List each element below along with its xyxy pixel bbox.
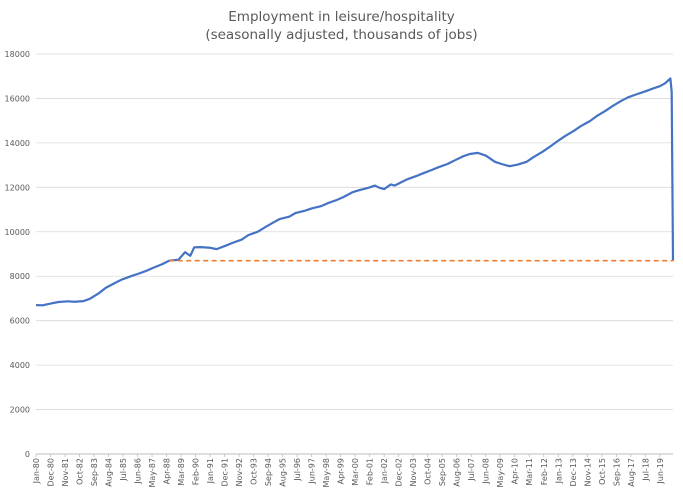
x-tick-label: May-09 <box>496 458 505 487</box>
x-tick-label: Sep-16 <box>612 458 621 486</box>
y-tick-label: 8000 <box>10 272 30 281</box>
x-tick-label: Nov-92 <box>235 458 244 486</box>
x-tick-label: Jun-19 <box>656 458 665 485</box>
y-tick-label: 2000 <box>10 406 30 415</box>
x-tick-label: Sep-05 <box>438 458 447 486</box>
x-tick-label: Jan-91 <box>206 458 215 484</box>
x-tick-label: Jun-86 <box>134 458 143 485</box>
x-tick-label: Mar-89 <box>177 458 186 486</box>
y-tick-label: 6000 <box>10 317 30 326</box>
x-tick-label: Jul-96 <box>293 458 302 482</box>
x-tick-label: Nov-14 <box>583 458 592 486</box>
x-tick-label: Feb-12 <box>540 458 549 485</box>
y-tick-label: 4000 <box>10 361 30 370</box>
x-tick-label: Jun-97 <box>308 458 317 485</box>
x-tick-label: Nov-81 <box>61 458 70 486</box>
x-tick-label: Oct-04 <box>424 458 433 485</box>
x-tick-label: Aug-06 <box>453 458 462 487</box>
x-tick-label: Oct-82 <box>76 458 85 485</box>
x-tick-label: Apr-99 <box>337 458 346 484</box>
y-tick-label: 0 <box>25 450 30 459</box>
x-tick-label: Apr-10 <box>511 458 520 484</box>
y-tick-label: 10000 <box>5 228 30 237</box>
x-tick-label: Dec-13 <box>569 458 578 487</box>
x-tick-label: Jul-07 <box>467 458 476 482</box>
x-tick-label: Jan-13 <box>554 458 563 484</box>
x-tick-label: Mar-11 <box>525 458 534 486</box>
x-tick-label: Jul-85 <box>119 458 128 482</box>
x-tick-label: Oct-93 <box>250 458 259 485</box>
x-tick-label: Dec-02 <box>395 458 404 487</box>
x-tick-label: Oct-15 <box>598 458 607 485</box>
x-tick-label: Nov-03 <box>409 458 418 486</box>
x-tick-label: Jan-80 <box>32 458 41 484</box>
x-tick-label: Dec-91 <box>221 458 230 487</box>
x-tick-label: Feb-01 <box>366 458 375 485</box>
chart-subtitle: (seasonally adjusted, thousands of jobs) <box>205 27 478 43</box>
employment-series-line <box>35 77 675 307</box>
y-tick-label: 14000 <box>5 139 30 148</box>
y-tick-label: 18000 <box>5 50 30 59</box>
x-tick-label: Jan-02 <box>380 458 389 484</box>
x-tick-label: Sep-83 <box>90 458 99 486</box>
x-tick-label: Aug-84 <box>105 458 114 487</box>
x-tick-label: May-87 <box>148 458 157 487</box>
x-tick-label: Aug-95 <box>279 458 288 487</box>
x-tick-label: Mar-00 <box>351 458 360 486</box>
x-tick-label: Sep-94 <box>264 458 273 486</box>
x-tick-label: Aug-17 <box>627 458 636 487</box>
chart-title: Employment in leisure/hospitality <box>228 9 455 25</box>
y-tick-label: 12000 <box>5 183 30 192</box>
x-tick-label: Jun-08 <box>482 458 491 485</box>
x-tick-label: May-98 <box>322 458 331 487</box>
x-tick-label: Jul-18 <box>641 458 650 482</box>
x-tick-label: Apr-88 <box>163 458 172 484</box>
x-tick-label: Feb-90 <box>192 458 201 485</box>
y-tick-label: 16000 <box>5 94 30 103</box>
x-tick-label: Dec-80 <box>47 458 56 487</box>
